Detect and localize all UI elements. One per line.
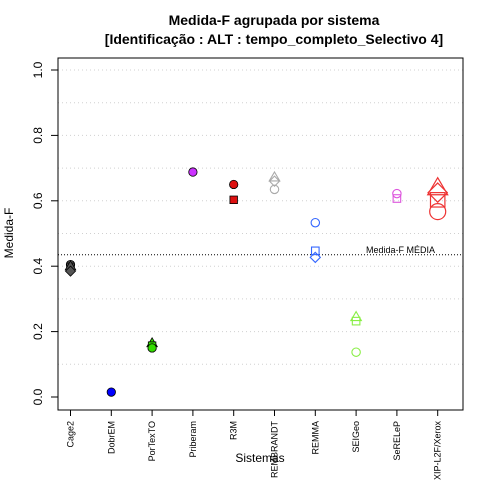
- data-point: [351, 316, 361, 326]
- data-point: [268, 170, 281, 182]
- x-tick-label: DobrEM: [106, 421, 116, 454]
- data-point: [427, 182, 449, 204]
- x-tick-label: Priberam: [188, 421, 198, 458]
- data-point: [392, 188, 402, 199]
- x-tick-label: XIP-L2F/Xerox: [433, 421, 443, 480]
- data-point: [351, 347, 361, 357]
- data-point: [64, 265, 77, 277]
- data-point: [229, 195, 238, 204]
- x-tick-label: R3M: [229, 421, 239, 440]
- data-point: [310, 217, 321, 228]
- chart-subtitle: [Identificação : ALT : tempo_completo_Se…: [105, 31, 443, 47]
- x-tick-label: PorTexTO: [147, 421, 157, 461]
- y-axis-label: Medida-F: [2, 208, 16, 259]
- data-point: [106, 387, 116, 397]
- grid-lines: [58, 69, 463, 365]
- x-tick-label: SeRELeP: [392, 421, 402, 461]
- y-axis: 0.0 0.2 0.4 0.6 0.8 1.0: [31, 61, 59, 405]
- x-tick-label: REMBRANDT: [270, 421, 280, 479]
- data-points: [64, 167, 449, 397]
- data-point: [429, 192, 446, 208]
- y-tick-label: 0.6: [31, 192, 45, 209]
- y-tick-label: 0.2: [31, 323, 45, 340]
- y-tick-label: 0.4: [31, 258, 45, 275]
- data-point: [268, 175, 281, 187]
- data-point: [349, 310, 363, 322]
- y-tick-label: 0.0: [31, 388, 45, 405]
- x-tick-label: REMMA: [310, 421, 320, 455]
- data-point: [229, 179, 239, 190]
- x-tick-label: SEIGeo: [351, 421, 361, 453]
- data-point: [429, 202, 447, 221]
- data-point: [426, 176, 449, 196]
- data-point: [310, 246, 320, 256]
- data-point: [269, 184, 280, 195]
- x-axis: Cage2 DobrEM PorTexTO Priberam R3M REMBRANDT R…: [66, 409, 443, 480]
- data-point: [147, 343, 157, 353]
- x-tick-label: Cage2: [66, 421, 76, 448]
- reference-line-label: Medida-F MÉDIA: [366, 245, 435, 255]
- chart-title: Medida-F agrupada por sistema: [169, 12, 380, 28]
- data-point: [392, 194, 402, 203]
- x-axis-label: Sistemas: [235, 451, 284, 465]
- y-tick-label: 0.8: [31, 127, 45, 144]
- data-point: [309, 251, 322, 264]
- reference-line-group: Medida-F MÉDIA: [58, 245, 463, 256]
- data-point: [188, 167, 198, 177]
- y-tick-label: 1.0: [31, 61, 45, 78]
